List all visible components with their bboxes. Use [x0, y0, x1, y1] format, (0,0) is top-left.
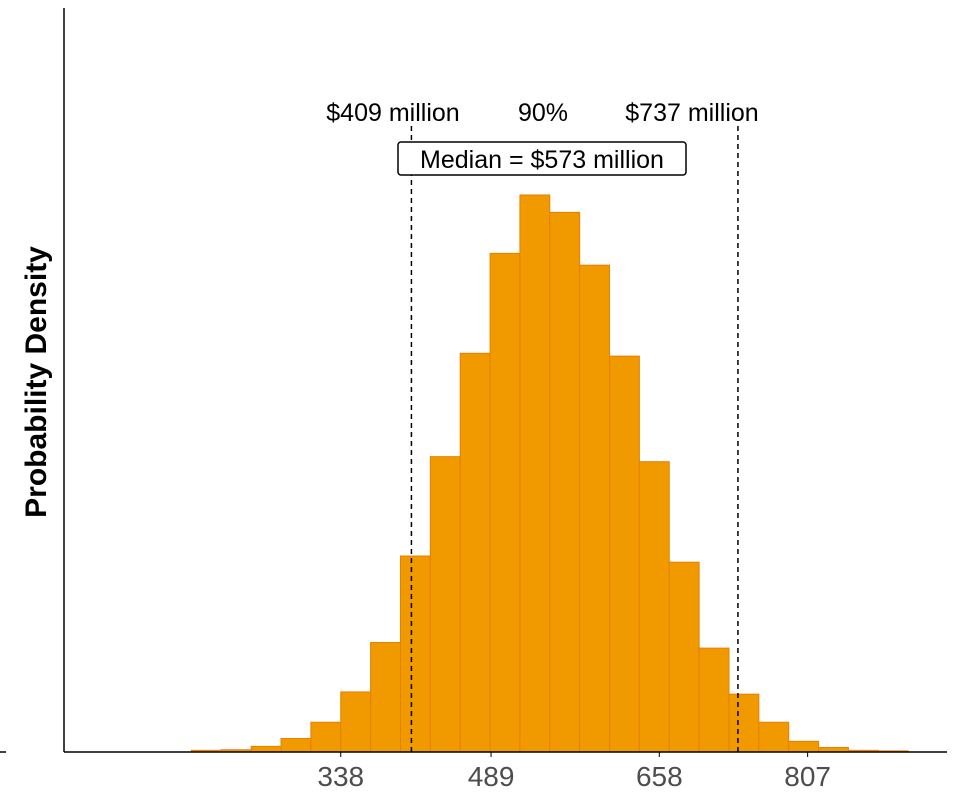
upper-bound-label: $737 million [625, 99, 758, 127]
y-axis-label: Probability Density [20, 246, 53, 518]
lower-bound-label: $409 million [326, 99, 459, 127]
histogram-bar [489, 252, 521, 753]
histogram-bar [340, 691, 372, 753]
histogram-bar [758, 721, 790, 753]
histogram-bar [519, 194, 551, 753]
median-label: Median = $573 million [420, 146, 664, 174]
x-tick-label: 658 [636, 761, 683, 792]
interval-label: 90% [518, 99, 568, 127]
histogram-bar [579, 264, 611, 753]
histogram-bar [459, 352, 491, 753]
x-tick-label: 338 [317, 761, 364, 792]
histogram-bar [370, 642, 401, 753]
histogram-bar [429, 456, 461, 753]
x-tick-label: 807 [784, 761, 831, 792]
x-ticks-group: 338 489 658 807 [317, 752, 831, 792]
histogram-bar [698, 647, 730, 753]
bars-group [190, 194, 909, 753]
histogram-bar [280, 738, 312, 753]
histogram-bar [638, 461, 670, 753]
histogram-bar [399, 555, 431, 753]
histogram-bar [609, 355, 640, 753]
x-tick-label: 489 [468, 761, 515, 792]
histogram-bar [310, 721, 342, 753]
histogram-bar [549, 211, 581, 753]
histogram-bar [788, 740, 820, 753]
histogram-bar [250, 745, 282, 753]
histogram-bar [668, 561, 700, 753]
histogram-bar [728, 693, 760, 753]
median-box [397, 141, 687, 176]
